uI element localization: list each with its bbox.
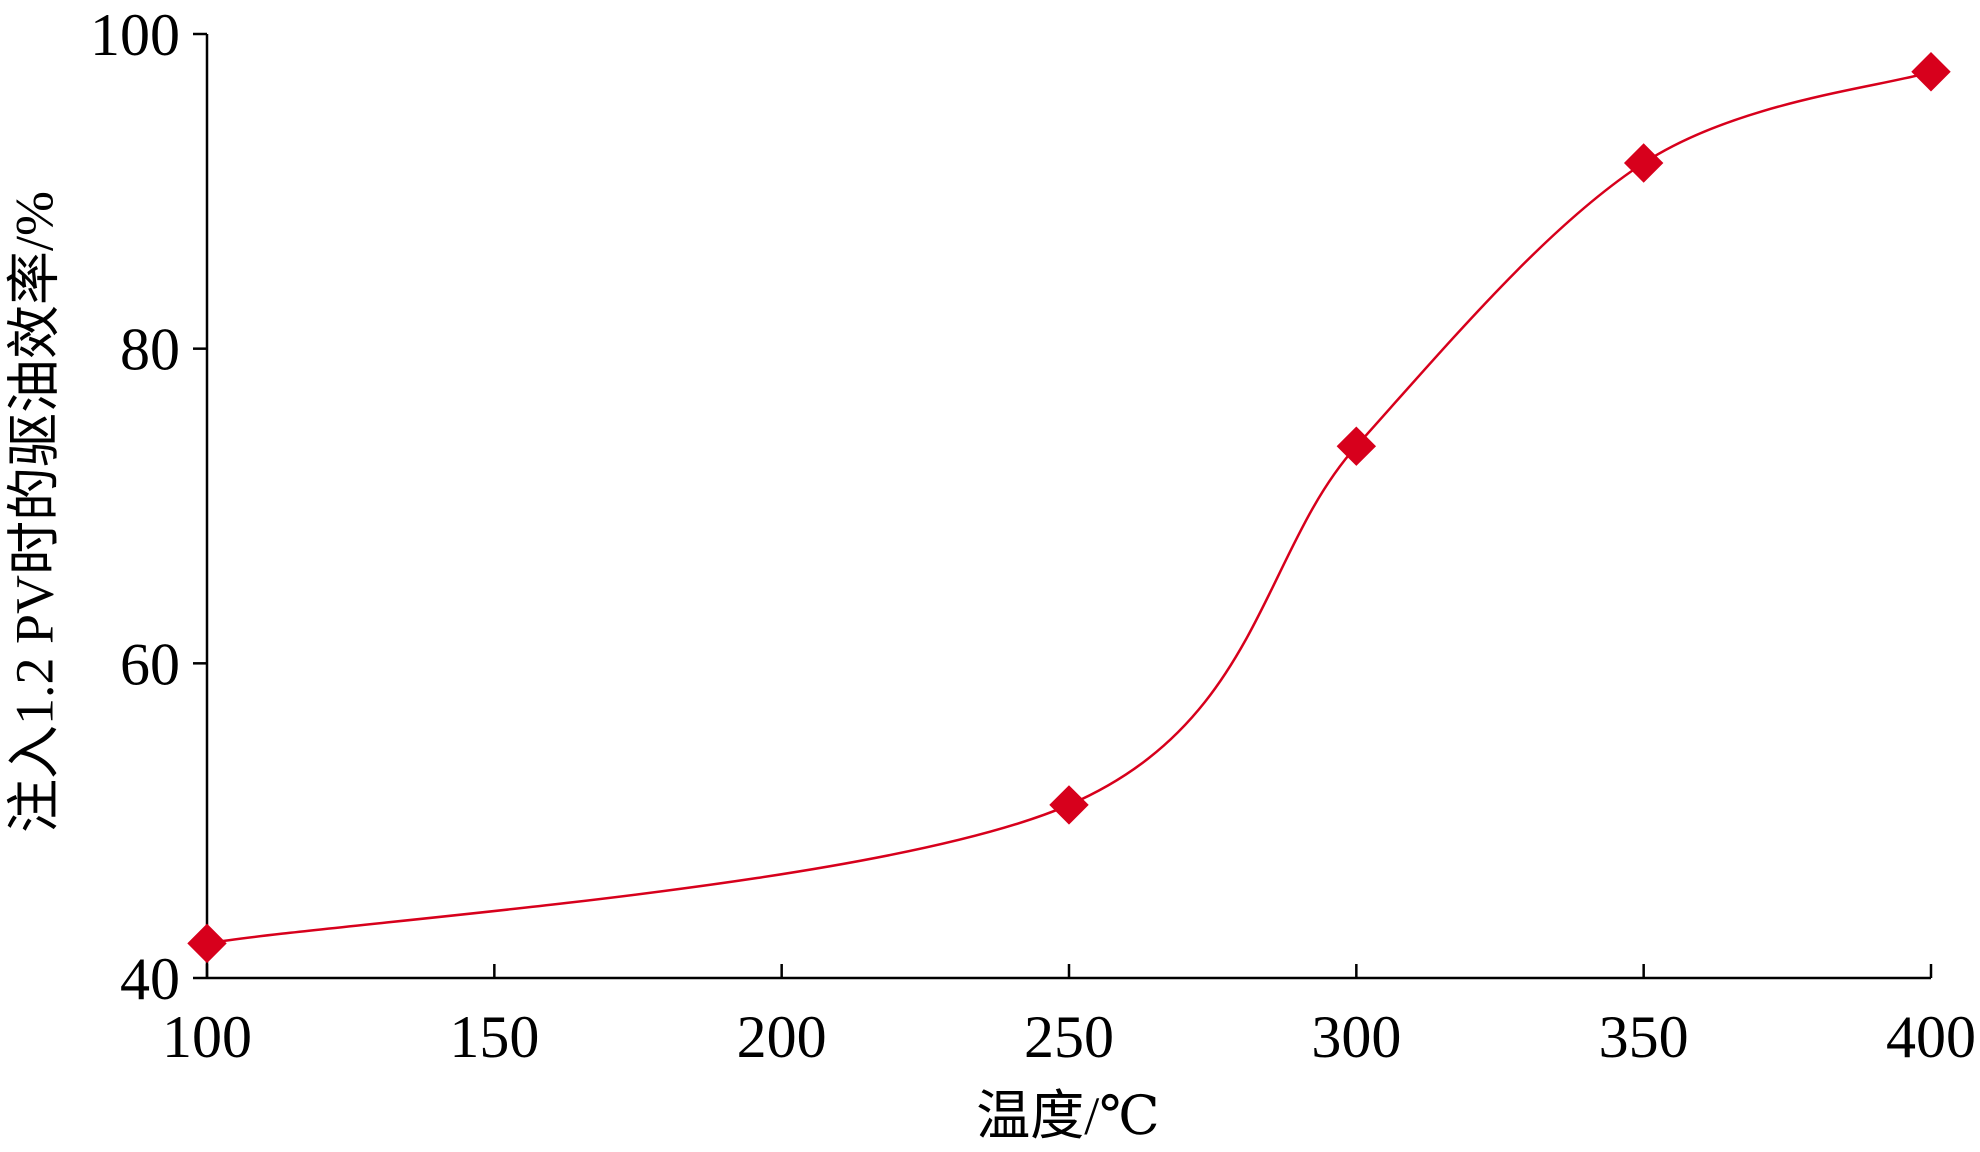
- data-point-1: [187, 923, 227, 964]
- data-point-4: [1623, 143, 1664, 183]
- y-tick-label: 100: [90, 2, 180, 68]
- series-group: [187, 52, 1951, 964]
- data-point-3: [1336, 426, 1377, 466]
- series-line: [206, 70, 1932, 945]
- x-tick-label: 350: [1599, 1004, 1689, 1070]
- data-point-5: [1911, 52, 1951, 92]
- x-tick-label: 400: [1886, 1004, 1976, 1070]
- y-tick-label: 40: [120, 946, 180, 1012]
- y-tick-label: 80: [120, 317, 180, 383]
- y-tick-label: 60: [120, 631, 180, 697]
- data-point-2: [1049, 785, 1089, 825]
- ticks: 100 150 200 250 300 350 400 40 60 80 100: [90, 2, 1976, 1070]
- x-tick-label: 100: [162, 1004, 252, 1070]
- x-axis-label: 温度/℃: [976, 1086, 1159, 1146]
- x-tick-label: 300: [1311, 1004, 1401, 1070]
- y-axis-label: 注入1.2 PV时的驱油效率/%: [4, 191, 64, 833]
- x-tick-label: 200: [737, 1004, 827, 1070]
- x-tick-label: 250: [1024, 1004, 1114, 1070]
- axes: [205, 34, 1931, 980]
- x-tick-label: 150: [449, 1004, 539, 1070]
